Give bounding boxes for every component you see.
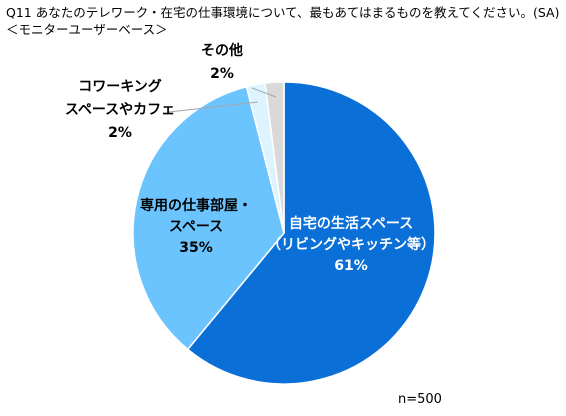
slice-3-category-label: コワーキング <box>78 78 162 95</box>
slice-4-percent-label: 2% <box>210 66 234 82</box>
slice-4-leader-line <box>251 87 277 98</box>
pie-slice-4 <box>264 81 285 234</box>
slice-3-percent-label: 2% <box>108 125 132 141</box>
slice-2-category-label: スペース <box>169 219 223 235</box>
chart-title: Q11 あなたのテレワーク・在宅の仕事環境について、最もあてはまるものを教えてく… <box>6 5 560 20</box>
chart-subtitle: ＜モニターユーザーベース＞ <box>6 22 168 37</box>
slice-1-category-label: 自宅の生活スペース <box>289 215 413 232</box>
sample-size-note: n=500 <box>398 392 442 407</box>
slice-1-category-label: （リビングやキッチン等） <box>267 236 435 253</box>
slice-1-percent-label: 61% <box>334 258 368 274</box>
slice-4-category-label: その他 <box>201 42 243 59</box>
pie-slice-2 <box>132 85 285 351</box>
slice-2-category-label: 専用の仕事部屋・ <box>140 197 252 214</box>
pie-slice-1 <box>186 81 436 385</box>
slice-3-category-label: スペースやカフェ <box>65 102 175 118</box>
slice-2-percent-label: 35% <box>179 240 213 256</box>
slice-3-leader-line <box>168 101 259 113</box>
